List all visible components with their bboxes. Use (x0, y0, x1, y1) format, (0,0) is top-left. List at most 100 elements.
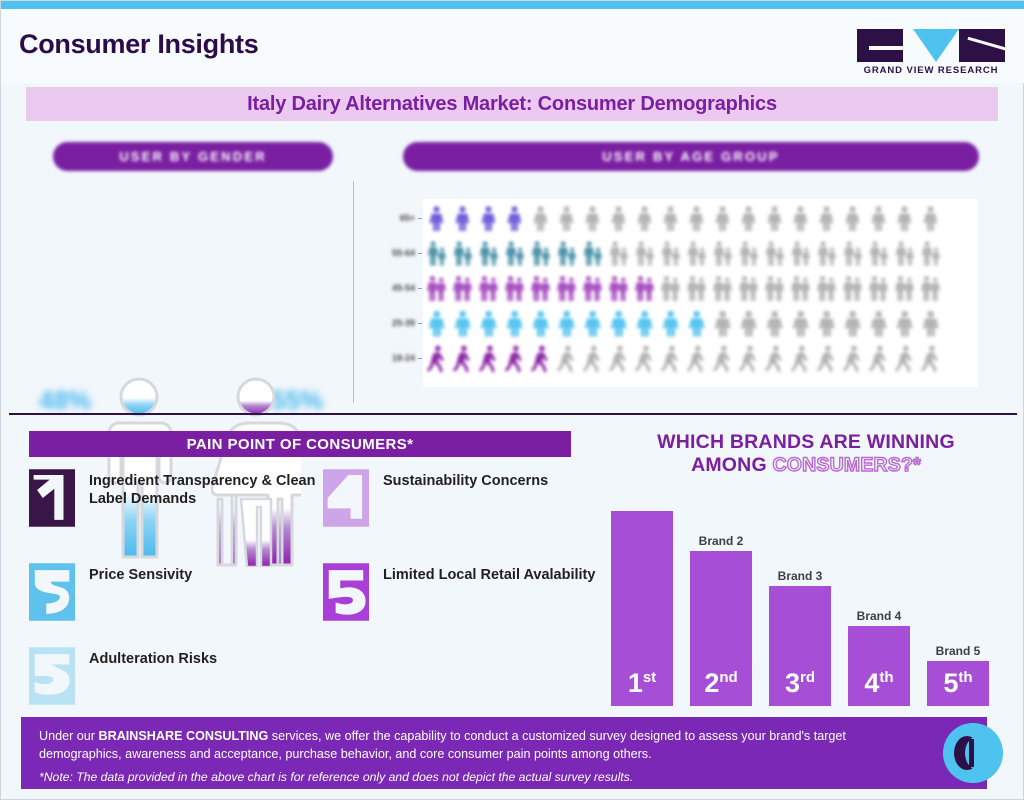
pain-point-label: Limited Local Retail Avalability (383, 567, 596, 583)
person-icon-filled (480, 310, 497, 337)
pain-point-number-5-icon (323, 561, 369, 623)
person-icon-filled (530, 276, 551, 301)
brands-chart-title: WHICH BRANDS ARE WINNING AMONG CONSUMERS… (601, 431, 1011, 478)
page-header: Consumer Insights GRAND VIEW RESEARCH (1, 9, 1024, 83)
bar-column: Brand 3 3rd (769, 569, 831, 706)
age-pictogram-row (425, 343, 944, 373)
footer-banner: Under our BRAINSHARE CONSULTING services… (21, 717, 1003, 789)
person-icon-filled (582, 276, 603, 301)
person-icon-empty (895, 241, 914, 266)
age-axis-tick (418, 288, 422, 289)
person-icon-empty (686, 276, 707, 301)
age-axis-label: 65+ (399, 213, 415, 223)
pain-point-label: Ingredient Transparency & Clean Label De… (89, 473, 316, 507)
person-icon-empty (818, 310, 835, 337)
age-axis-label: 45-54 (391, 283, 415, 293)
bar-rect: 1st (611, 511, 673, 706)
person-icon-empty (793, 206, 808, 231)
page-title: Consumer Insights (19, 29, 259, 59)
brand-logo: GRAND VIEW RESEARCH (857, 29, 1005, 79)
person-icon-filled (504, 276, 525, 301)
person-icon-filled (608, 276, 629, 301)
person-icon-filled (504, 345, 522, 373)
footer-body: Under our BRAINSHARE CONSULTING services… (39, 728, 919, 764)
male-percentage: 48% (39, 385, 92, 415)
person-icon-empty (764, 276, 785, 301)
person-icon-empty (741, 206, 756, 231)
person-icon-empty (687, 241, 706, 266)
person-icon-empty (790, 276, 811, 301)
person-icon-empty (896, 310, 913, 337)
bar-rank-number: 2 (704, 668, 720, 698)
bar-rank-number: 4 (864, 668, 880, 698)
person-icon-empty (715, 206, 730, 231)
person-icon-empty (609, 241, 628, 266)
person-icon-empty (868, 345, 886, 373)
bar-column: Valsoia1st (611, 511, 673, 706)
person-icon-filled (428, 310, 445, 337)
age-axis-label: 25-39 (391, 318, 415, 328)
person-icon-filled (530, 345, 548, 373)
person-icon-filled (481, 206, 496, 231)
logo-r-icon (959, 29, 1005, 62)
person-icon-empty (894, 345, 912, 373)
person-icon-filled (429, 206, 444, 231)
logo-wordmark: GRAND VIEW RESEARCH (863, 65, 999, 76)
person-icon-empty (845, 206, 860, 231)
person-icon-empty (816, 345, 834, 373)
footer-note: *Note: The data provided in the above ch… (39, 770, 634, 784)
person-icon-filled (427, 241, 446, 266)
gender-panel: 48% 55% (13, 177, 343, 569)
person-icon-empty (608, 345, 626, 373)
person-icon-filled (556, 276, 577, 301)
section-header-user-by-age-group: USER BY AGE GROUP (403, 142, 979, 171)
pain-point-item: Limited Local Retail Avalability (323, 561, 595, 623)
person-icon-empty (660, 345, 678, 373)
age-axis-label: 55-64 (391, 248, 415, 258)
person-icon-empty (842, 345, 860, 373)
person-icon-empty (894, 276, 915, 301)
person-icon-empty (923, 206, 938, 231)
person-icon-empty (870, 310, 887, 337)
pain-point-item: Sustainability Concerns (323, 467, 548, 529)
person-icon-empty (556, 345, 574, 373)
bar-brand-label: Brand 3 (777, 569, 823, 583)
age-axis-tick (418, 323, 422, 324)
person-icon-filled (454, 310, 471, 337)
person-icon-empty (712, 345, 730, 373)
person-icon-empty (871, 206, 886, 231)
person-icon-empty (792, 310, 809, 337)
bar-rank-number: 1 (627, 668, 643, 698)
person-icon-empty (714, 310, 731, 337)
brands-title-consumers: CONSUMERS?* (772, 454, 922, 477)
bar-rank-number: 3 (784, 668, 801, 698)
female-percentage: 55% (271, 385, 324, 415)
bar-rank-suffix: th (958, 669, 973, 686)
person-icon-filled (688, 310, 705, 337)
person-icon-empty (689, 206, 704, 231)
person-icon-empty (559, 206, 574, 231)
pain-point-item: Price Sensivity (29, 561, 192, 623)
person-icon-empty (765, 241, 784, 266)
bar-rank-label: 3rd (785, 670, 815, 706)
brands-title-among: AMONG (691, 454, 773, 477)
person-icon-empty (766, 310, 783, 337)
person-icon-empty (767, 206, 782, 231)
person-icon-empty (739, 241, 758, 266)
person-icon-filled (505, 241, 524, 266)
bar-rect: 3rd (769, 586, 831, 706)
pain-point-number-2-icon (29, 561, 75, 623)
age-axis-label: 18-24 (391, 353, 415, 363)
person-icon-filled (478, 276, 499, 301)
age-group-panel: 65+ 55-64 45-54 25-39 18-24 (361, 181, 991, 403)
bar-column: Brand 2 2nd (690, 534, 752, 706)
bar-rank-number: 5 (943, 668, 959, 698)
person-icon-empty (869, 241, 888, 266)
person-icon-empty (920, 345, 938, 373)
age-axis-tick (418, 218, 422, 219)
bar-rank-suffix: rd (800, 669, 816, 686)
person-icon-empty (635, 241, 654, 266)
pain-points-banner: PAIN POINT OF CONSUMERS* (29, 431, 571, 457)
person-icon-empty (738, 276, 759, 301)
